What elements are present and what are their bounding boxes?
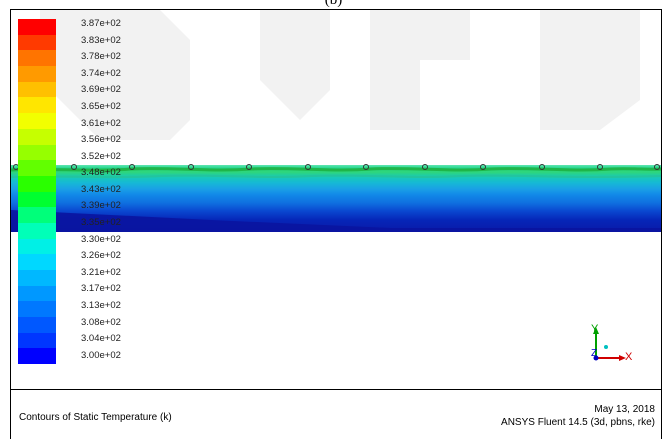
colormap-label: 3.69e+02 — [81, 84, 121, 96]
colormap-label: 3.56e+02 — [81, 134, 121, 146]
colormap-segment — [18, 66, 56, 82]
colormap-segment — [18, 238, 56, 255]
solver-info: ANSYS Fluent 14.5 (3d, pbns, rke) — [501, 417, 655, 428]
colormap-label: 3.26e+02 — [81, 250, 121, 262]
colormap-label: 3.30e+02 — [81, 233, 121, 245]
colormap-label: 3.13e+02 — [81, 299, 121, 311]
contour-title: Contours of Static Temperature (k) — [19, 412, 172, 423]
colormap-segment — [18, 191, 56, 208]
figure-caption: (b) — [324, 0, 343, 8]
colormap-segment — [18, 97, 56, 114]
colormap-segment — [18, 175, 56, 192]
colormap-segment — [18, 270, 56, 286]
colormap-label: 3.08e+02 — [81, 316, 121, 328]
y-axis-label: Y — [591, 323, 599, 335]
colormap-segment — [18, 160, 56, 176]
colormap-segment — [18, 144, 56, 161]
contour-viewport[interactable] — [11, 10, 661, 389]
colormap-label: 3.00e+02 — [81, 349, 121, 361]
colormap-label: 3.21e+02 — [81, 266, 121, 278]
colormap-segment — [18, 317, 56, 333]
colormap-segment — [18, 19, 56, 35]
colormap-label: 3.74e+02 — [81, 67, 121, 79]
colormap-label: 3.78e+02 — [81, 51, 121, 63]
colormap-label: 3.65e+02 — [81, 100, 121, 112]
colormap-label: 3.61e+02 — [81, 117, 121, 129]
colormap-segment — [18, 285, 56, 302]
colormap-segment — [18, 254, 56, 270]
colormap-segment — [18, 301, 56, 318]
colormap-segment — [18, 207, 56, 223]
colormap-label: 3.39e+02 — [81, 200, 121, 212]
colormap-label: 3.83e+02 — [81, 34, 121, 46]
colormap-segment — [18, 81, 56, 98]
colormap-segment — [18, 34, 56, 51]
colormap-segment — [18, 128, 56, 145]
z-axis-label: Z — [591, 348, 597, 359]
colormap-segment — [18, 113, 56, 129]
colormap-label: 3.52e+02 — [81, 150, 121, 162]
colormap-label: 3.87e+02 — [81, 18, 121, 29]
info-footer: Contours of Static Temperature (k) May 1… — [11, 389, 661, 439]
colormap-label: 3.35e+02 — [81, 217, 121, 229]
colormap-bar — [18, 19, 56, 365]
colormap-segment — [18, 348, 56, 365]
colormap-segment — [18, 50, 56, 67]
date-stamp: May 13, 2018 — [594, 404, 655, 415]
colormap-label: 3.04e+02 — [81, 333, 121, 345]
colormap-label: 3.43e+02 — [81, 183, 121, 195]
colormap-segment — [18, 222, 56, 239]
colormap-segment — [18, 332, 56, 349]
axis-triad-icon: Y X Z — [591, 323, 633, 363]
colormap-label: 3.17e+02 — [81, 283, 121, 295]
colormap-label: 3.48e+02 — [81, 167, 121, 179]
x-axis-label: X — [625, 351, 633, 363]
